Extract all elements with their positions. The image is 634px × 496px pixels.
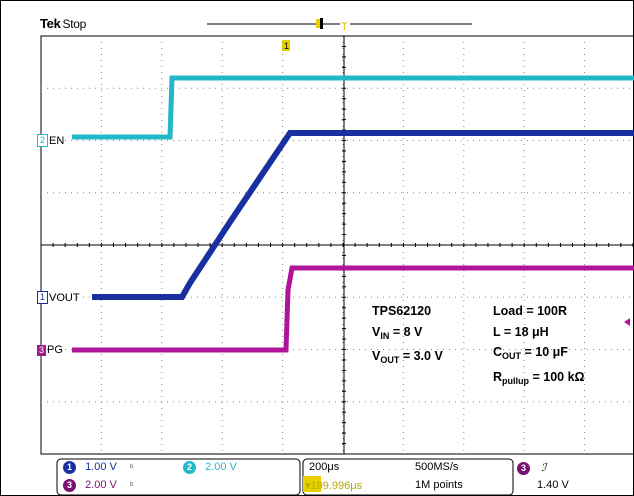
brand-label: Tek [40, 16, 61, 31]
circuit-info-left: TPS62120 VIN = 8 V VOUT = 3.0 V [372, 301, 443, 371]
ch3-scale: 2.00 V [85, 479, 117, 491]
ch1-badge: 1 [63, 461, 76, 474]
rpullup-spec: Rpullup = 100 kΩ [493, 369, 585, 386]
trigger-level-readout[interactable]: 1.40 V [537, 479, 569, 491]
ch3-offscreen-marker [624, 318, 630, 326]
sample-rate-readout: 500MS/s [415, 461, 459, 473]
ch2-en-waveform [72, 75, 634, 140]
ch2-scale-readout[interactable]: 2 2.00 V [183, 461, 237, 474]
scope-header: Tek Stop [40, 16, 86, 31]
ch2-number: 2 [37, 134, 48, 147]
trigger-position-marker: T [340, 17, 350, 33]
ch3-name: PG [47, 344, 63, 356]
ch2-name: EN [49, 134, 65, 147]
ch3-bw-icon: ᵇ [129, 480, 134, 490]
acquisition-status: Stop [62, 17, 87, 31]
ch1-vout-waveform [92, 130, 634, 300]
ch3-scale-readout[interactable]: 3 2.00 V ᵇ [63, 479, 133, 492]
ch3-label: 3 PG [37, 344, 63, 356]
ch1-name: VOUT [49, 291, 80, 304]
trigger-offset-value: ▾199.996μs [305, 480, 363, 492]
ch2-scale: 2.00 V [205, 461, 237, 473]
ch1-label: 1 VOUT [37, 291, 80, 304]
trigger-position-label: T [341, 21, 348, 33]
ch1-scale-readout[interactable]: 1 1.00 V ᵇ [63, 461, 133, 474]
ch1-scale: 1.00 V [85, 461, 117, 473]
cout-spec: COUT = 10 μF [493, 345, 568, 361]
channel-scale-box [56, 458, 301, 496]
svg-text:1: 1 [284, 41, 289, 51]
rising-edge-icon: ℐ [541, 462, 547, 474]
ch2-badge: 2 [183, 461, 196, 474]
inductor-spec: L = 18 μH [493, 324, 549, 339]
load-spec: Load = 100R [493, 304, 567, 318]
ch3-pg-waveform [72, 265, 634, 353]
trigger-source-badge: 3 [517, 462, 530, 475]
ch1-bw-icon: ᵇ [129, 462, 134, 472]
device-name: TPS62120 [372, 304, 432, 318]
ch2-label: 2 EN [37, 134, 64, 147]
ch1-number: 1 [37, 291, 48, 304]
record-length-readout: 1M points [415, 479, 463, 491]
vin-spec: VIN = 8 V [372, 324, 423, 341]
record-window-marker [316, 19, 321, 28]
vout-spec: VOUT = 3.0 V [372, 349, 443, 365]
trigger-offset-readout[interactable]: ▾199.996μs [305, 479, 362, 492]
ch3-badge: 3 [63, 479, 76, 492]
ch3-number: 3 [37, 344, 46, 356]
graticule-grid [41, 36, 634, 454]
status-bar: 1 1.00 V ᵇ 2 2.00 V 3 2.00 V ᵇ 200μs 500… [0, 456, 634, 496]
trigger-source-readout[interactable]: 3 ℐ [517, 461, 546, 475]
ch1-ground-marker-top: 1 [282, 40, 290, 51]
circuit-info-right: Load = 100R L = 18 μH COUT = 10 μF Rpull… [493, 301, 585, 391]
timebase-readout[interactable]: 200μs [309, 461, 340, 473]
